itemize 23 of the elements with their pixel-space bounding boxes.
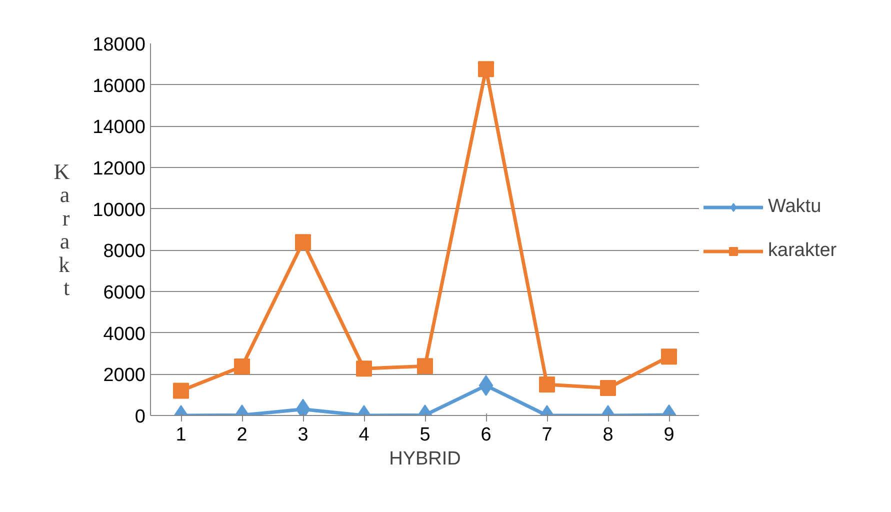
y-tick-label: 0 xyxy=(134,406,146,428)
x-tick-label: 1 xyxy=(176,424,186,446)
x-tick-label: 9 xyxy=(664,424,674,446)
y-tick-label: 18000 xyxy=(92,34,146,56)
x-tick-label: 3 xyxy=(298,424,308,446)
y-tick-label: 12000 xyxy=(92,158,146,180)
y-axis-title: Karakt xyxy=(54,158,70,300)
legend-label: Waktu xyxy=(768,196,822,218)
legend-label: karakter xyxy=(768,240,837,262)
x-tick-label: 8 xyxy=(602,424,614,446)
x-tick-label: 5 xyxy=(420,424,430,446)
y-tick-label: 10000 xyxy=(92,200,146,221)
y-tick-label: 16000 xyxy=(92,76,146,97)
x-tick-label: 7 xyxy=(542,424,552,446)
y-tick-label: 4000 xyxy=(103,324,146,345)
y-tick-label: 2000 xyxy=(103,365,146,386)
x-tick-label: 4 xyxy=(358,424,370,446)
x-tick-label: 6 xyxy=(480,424,492,446)
y-tick-label: 14000 xyxy=(92,117,146,138)
y-tick-label: 6000 xyxy=(103,282,146,304)
y-tick-label: 8000 xyxy=(103,241,146,262)
x-axis-title: HYBRID xyxy=(389,448,461,470)
x-tick-label: 2 xyxy=(236,424,248,446)
